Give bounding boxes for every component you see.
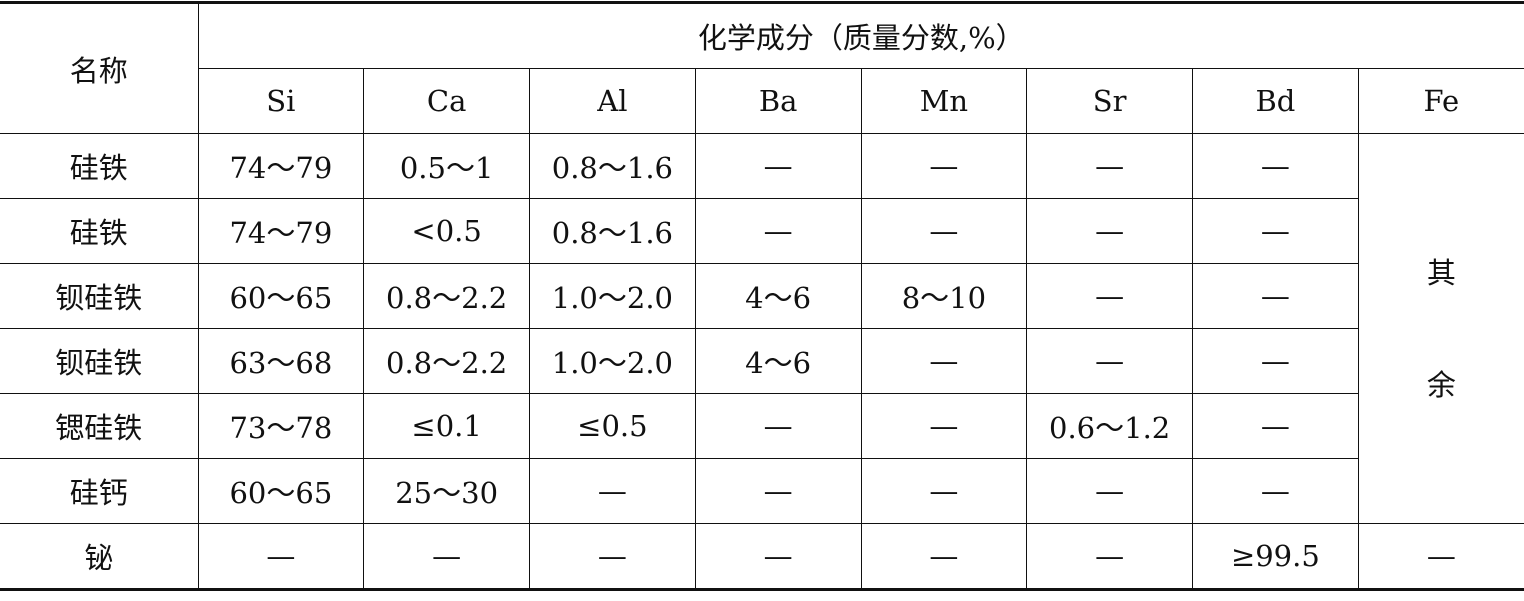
cell-ba: —: [694, 133, 862, 199]
fe-merged-char: 余: [1426, 367, 1456, 402]
cell-ba: —: [694, 523, 862, 590]
table-row: 硅钙 60～65 25～30— — — — —: [0, 458, 1524, 524]
table-body: 硅铁 74～79 0.5～1 0.8～1.6— — — — 其余硅铁 74～79 <0.5 0.8～…: [0, 133, 1524, 590]
cell-bd: —: [1192, 198, 1359, 264]
table-row: 铋 — — — — — — ≥99.5—: [0, 523, 1524, 590]
cell-sr: —: [1026, 328, 1193, 394]
composition-group-header: 化学成分（质量分数,%）: [197, 2, 1524, 69]
fe-merged-char: 其: [1426, 255, 1456, 290]
cell-ba: —: [694, 198, 862, 264]
column-header-ca: Ca: [363, 68, 530, 134]
row-name: 铋: [0, 523, 199, 590]
cell-mn: —: [860, 458, 1028, 524]
table-row: 钡硅铁 63～68 0.8～2.2 1.0～2.0 4～6— — —: [0, 328, 1524, 394]
cell-mn: —: [860, 198, 1028, 264]
cell-sr: 0.6～1.2: [1026, 393, 1193, 459]
cell-si: 74～79: [197, 133, 365, 199]
header-row-2: Si Ca Al Ba Mn Sr Bd Fe: [0, 68, 1524, 134]
cell-bd: —: [1192, 263, 1359, 329]
cell-si: 73～78: [197, 393, 365, 459]
row-name: 硅铁: [0, 198, 199, 264]
cell-si: —: [197, 523, 365, 590]
header-row-1: 名称 化学成分（质量分数,%）: [0, 2, 1524, 134]
cell-ca: ≤0.1: [363, 393, 530, 459]
cell-mn: —: [860, 523, 1028, 590]
cell-ca: 0.5～1: [363, 133, 530, 199]
cell-al: —: [529, 458, 696, 524]
table-row: 硅铁 74～79 0.5～1 0.8～1.6— — — — 其余: [0, 133, 1524, 524]
cell-si: 60～65: [197, 458, 365, 524]
cell-mn: —: [860, 328, 1028, 394]
column-header-ba: Ba: [694, 68, 862, 134]
cell-bd: —: [1192, 328, 1359, 394]
cell-ba: —: [694, 458, 862, 524]
row-name: 钡硅铁: [0, 328, 199, 394]
cell-mn: —: [860, 133, 1028, 199]
cell-bd: ≥99.5: [1192, 523, 1359, 590]
column-header-fe: Fe: [1357, 68, 1524, 134]
cell-sr: —: [1026, 198, 1193, 264]
cell-fe-merged: 其余: [1357, 133, 1524, 524]
cell-fe: —: [1357, 523, 1524, 590]
cell-ca: —: [363, 523, 530, 590]
cell-al: 0.8～1.6: [529, 198, 696, 264]
row-name: 硅铁: [0, 133, 199, 199]
cell-si: 60～65: [197, 263, 365, 329]
cell-sr: —: [1026, 458, 1193, 524]
column-header-si: Si: [198, 68, 365, 134]
cell-sr: —: [1026, 263, 1193, 329]
cell-ba: 4～6: [694, 328, 862, 394]
column-header-mn: Mn: [860, 68, 1028, 134]
column-header-sr: Sr: [1026, 68, 1193, 134]
cell-mn: —: [860, 393, 1028, 459]
row-name: 硅钙: [0, 458, 199, 524]
cell-al: 0.8～1.6: [529, 133, 696, 199]
table-row: 锶硅铁 73～78 ≤0.1 ≤0.5— —0.6～1.2—: [0, 393, 1524, 459]
row-name: 锶硅铁: [0, 393, 199, 459]
cell-ca: 25～30: [363, 458, 530, 524]
cell-si: 74～79: [197, 198, 365, 264]
cell-ca: 0.8～2.2: [363, 263, 530, 329]
cell-bd: —: [1192, 458, 1359, 524]
table-row: 钡硅铁 60～65 0.8～2.2 1.0～2.0 4～6 8～10— —: [0, 263, 1524, 329]
cell-ca: 0.8～2.2: [363, 328, 530, 394]
cell-bd: —: [1192, 133, 1359, 199]
row-name: 钡硅铁: [0, 263, 199, 329]
table-row: 硅铁 74～79 <0.5 0.8～1.6— — — —: [0, 198, 1524, 264]
cell-al: 1.0～2.0: [529, 263, 696, 329]
cell-sr: —: [1026, 523, 1193, 590]
cell-si: 63～68: [197, 328, 365, 394]
cell-al: —: [529, 523, 696, 590]
column-header-al: Al: [529, 68, 696, 134]
cell-ca: <0.5: [363, 198, 530, 264]
cell-al: ≤0.5: [529, 393, 696, 459]
cell-al: 1.0～2.0: [529, 328, 696, 394]
cell-bd: —: [1192, 393, 1359, 459]
name-header: 名称: [0, 2, 199, 134]
cell-sr: —: [1026, 133, 1193, 199]
cell-ba: —: [694, 393, 862, 459]
column-header-bd: Bd: [1192, 68, 1359, 134]
cell-ba: 4～6: [694, 263, 862, 329]
cell-mn: 8～10: [860, 263, 1028, 329]
